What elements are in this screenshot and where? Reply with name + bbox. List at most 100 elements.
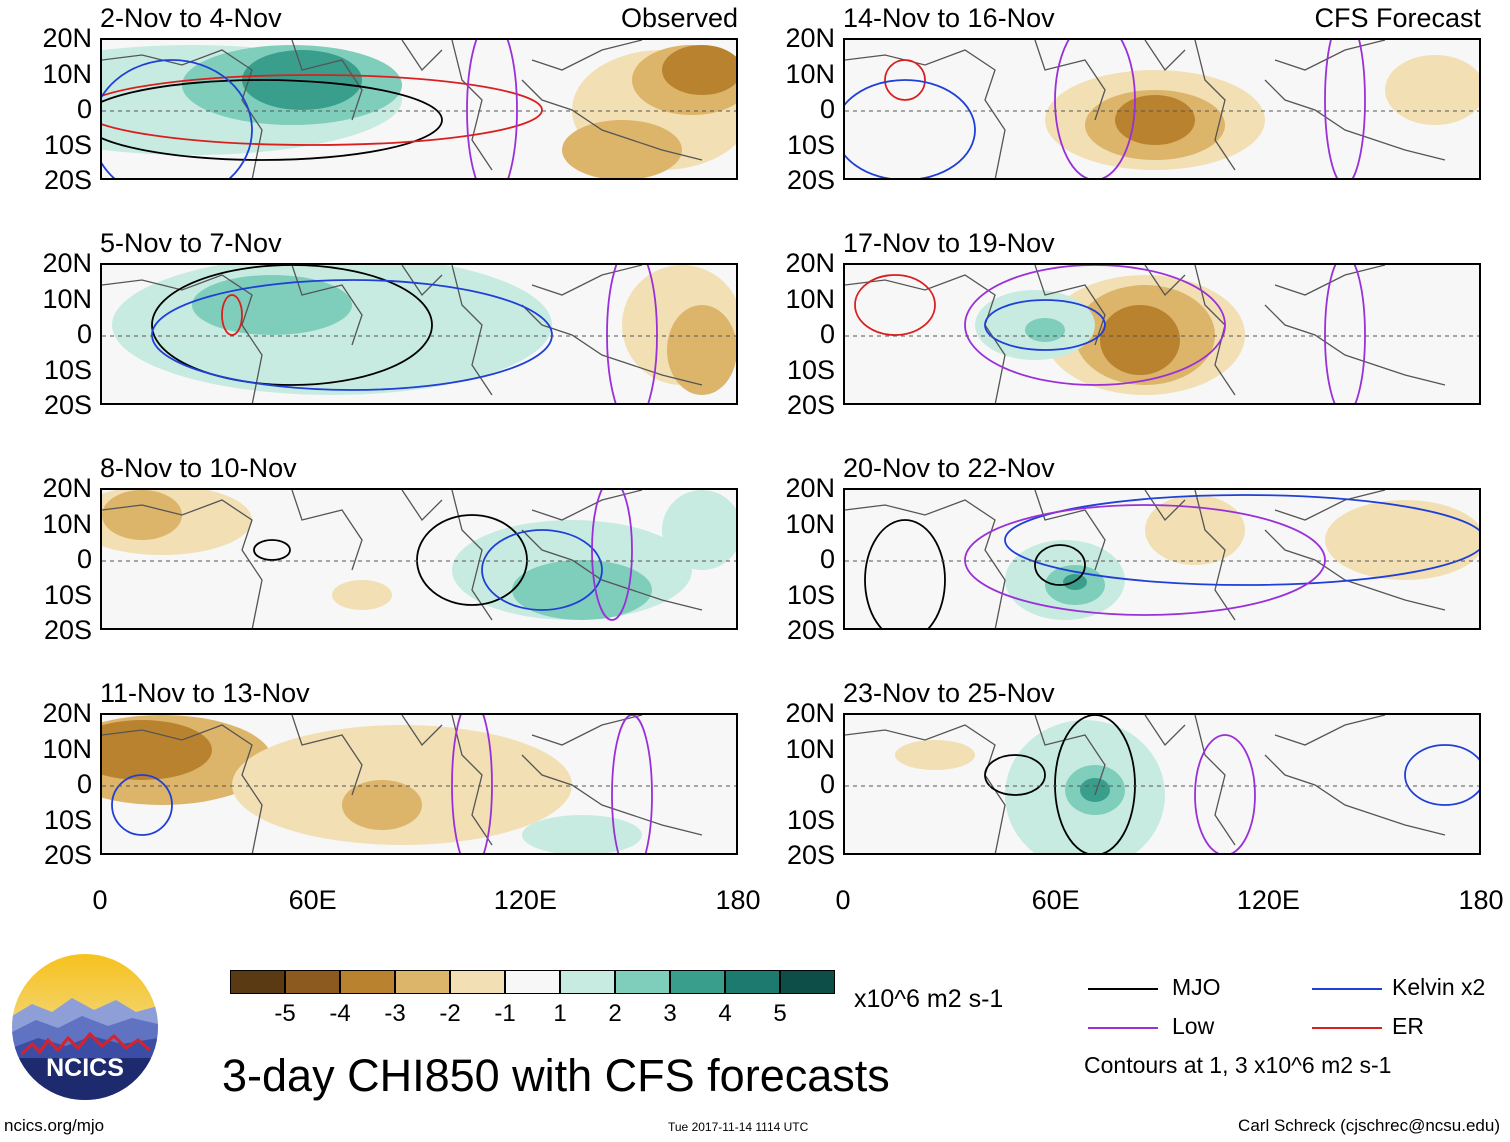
- y-tick-label: 10S: [786, 129, 835, 160]
- shading-region: [1025, 318, 1065, 342]
- contour-line: [984, 754, 1046, 796]
- contour-line: [606, 265, 658, 403]
- colorbar-swatch: [560, 970, 615, 994]
- colorbar-swatch: [450, 970, 505, 994]
- y-tick-label: 0: [76, 544, 92, 574]
- colorbar-swatch: [670, 970, 725, 994]
- legend-label-low: Low: [1172, 1013, 1215, 1039]
- shading-region: [662, 45, 736, 95]
- y-tick-label: 10N: [785, 733, 835, 764]
- colorbar-swatch: [395, 970, 450, 994]
- x-tick-label: 120E: [493, 885, 557, 915]
- footer-right: Carl Schreck (cjschrec@ncsu.edu): [1238, 1116, 1500, 1135]
- x-tick-label: 60E: [288, 885, 337, 915]
- x-tick-label: 120E: [1236, 885, 1300, 915]
- colorbar-tick-label: 3: [663, 1000, 677, 1027]
- panel-title: 11-Nov to 13-Nov: [100, 678, 310, 708]
- shading-region: [667, 305, 736, 395]
- y-tick-label: 10N: [42, 508, 92, 539]
- contour-line: [1054, 40, 1136, 178]
- y-tick-label: 10S: [43, 579, 92, 610]
- contour-line: [1194, 734, 1256, 853]
- footer-left: ncics.org/mjo: [4, 1116, 105, 1135]
- y-tick-label: 20N: [785, 248, 835, 278]
- contour-line: [864, 519, 946, 628]
- colorbar-tick-label: -1: [494, 1000, 516, 1027]
- legend-line-er: [1312, 1027, 1382, 1029]
- contour-line: [466, 40, 518, 178]
- y-tick-label: 10S: [786, 579, 835, 610]
- map-panel: [843, 38, 1481, 180]
- main-title: 3-day CHI850 with CFS forecasts: [222, 1050, 890, 1101]
- contour-line: [102, 59, 253, 178]
- contour-line: [481, 529, 603, 611]
- shading-region: [562, 120, 682, 178]
- contour-line: [1054, 715, 1136, 853]
- coastline: [102, 715, 703, 853]
- y-tick-label: 20S: [43, 165, 92, 195]
- colorbar-swatch: [285, 970, 340, 994]
- coastline: [102, 265, 703, 403]
- contour-line: [1004, 494, 1479, 586]
- contour-line: [611, 715, 653, 853]
- contour-line: [416, 514, 528, 606]
- shading-region: [1080, 778, 1110, 802]
- shading-region: [1325, 500, 1479, 580]
- map-panel: [843, 713, 1481, 855]
- y-tick-label: 0: [76, 319, 92, 349]
- shading-region: [1115, 95, 1195, 145]
- y-tick-label: 0: [819, 769, 835, 799]
- y-tick-label: 10S: [43, 804, 92, 835]
- contour-line: [111, 774, 173, 836]
- y-tick-label: 10S: [786, 804, 835, 835]
- y-tick-label: 10N: [42, 58, 92, 89]
- map-panel: [843, 263, 1481, 405]
- y-tick-label: 20N: [42, 473, 92, 503]
- footer-center: Tue 2017-11-14 1114 UTC: [668, 1120, 809, 1134]
- colorbar-tick-label: -5: [274, 1000, 296, 1027]
- colorbar-swatch: [340, 970, 395, 994]
- map-panel: [843, 488, 1481, 630]
- colorbar-tick-label: 5: [773, 1000, 787, 1027]
- contour-line: [964, 504, 1326, 616]
- y-tick-label: 20S: [786, 840, 835, 870]
- coastline: [845, 490, 1446, 628]
- map-panel: [100, 488, 738, 630]
- y-tick-label: 0: [819, 544, 835, 574]
- shading-region: [102, 490, 182, 540]
- contour-line: [591, 490, 633, 621]
- y-tick-label: 10N: [785, 283, 835, 314]
- coastline: [845, 40, 1446, 178]
- contour-line: [451, 715, 493, 853]
- shading-region: [1100, 305, 1180, 375]
- y-tick-label: 10N: [785, 508, 835, 539]
- colorbar-swatch: [230, 970, 285, 994]
- y-tick-label: 20N: [42, 23, 92, 53]
- y-tick-label: 20S: [786, 390, 835, 420]
- panel-title: 17-Nov to 19-Nov: [843, 228, 1055, 258]
- shading-region: [102, 720, 212, 780]
- contour-line: [221, 294, 243, 336]
- y-tick-label: 10N: [42, 283, 92, 314]
- y-tick-label: 10S: [786, 354, 835, 385]
- panel-title: 23-Nov to 25-Nov: [843, 678, 1055, 708]
- legend-note: Contours at 1, 3 x10^6 m2 s-1: [1084, 1052, 1392, 1078]
- panel-title: 5-Nov to 7-Nov: [100, 228, 282, 258]
- y-tick-label: 0: [76, 769, 92, 799]
- legend-label-mjo: MJO: [1172, 974, 1221, 1000]
- y-tick-label: 0: [76, 94, 92, 124]
- y-tick-label: 20S: [786, 615, 835, 645]
- colorbar-tick-label: -4: [329, 1000, 351, 1027]
- shading-region: [522, 815, 642, 853]
- colorbar-unit: x10^6 m2 s-1: [854, 985, 1004, 1013]
- x-tick-label: 180: [1458, 885, 1504, 915]
- contour-line: [102, 74, 543, 146]
- legend-label-er: ER: [1392, 1013, 1424, 1039]
- y-tick-label: 20S: [786, 165, 835, 195]
- colorbar-swatch: [615, 970, 670, 994]
- legend-line-kelvin: [1312, 988, 1382, 990]
- shading-region: [1385, 55, 1479, 125]
- y-tick-label: 20S: [43, 390, 92, 420]
- x-tick-label: 60E: [1031, 885, 1080, 915]
- coastline: [102, 490, 703, 628]
